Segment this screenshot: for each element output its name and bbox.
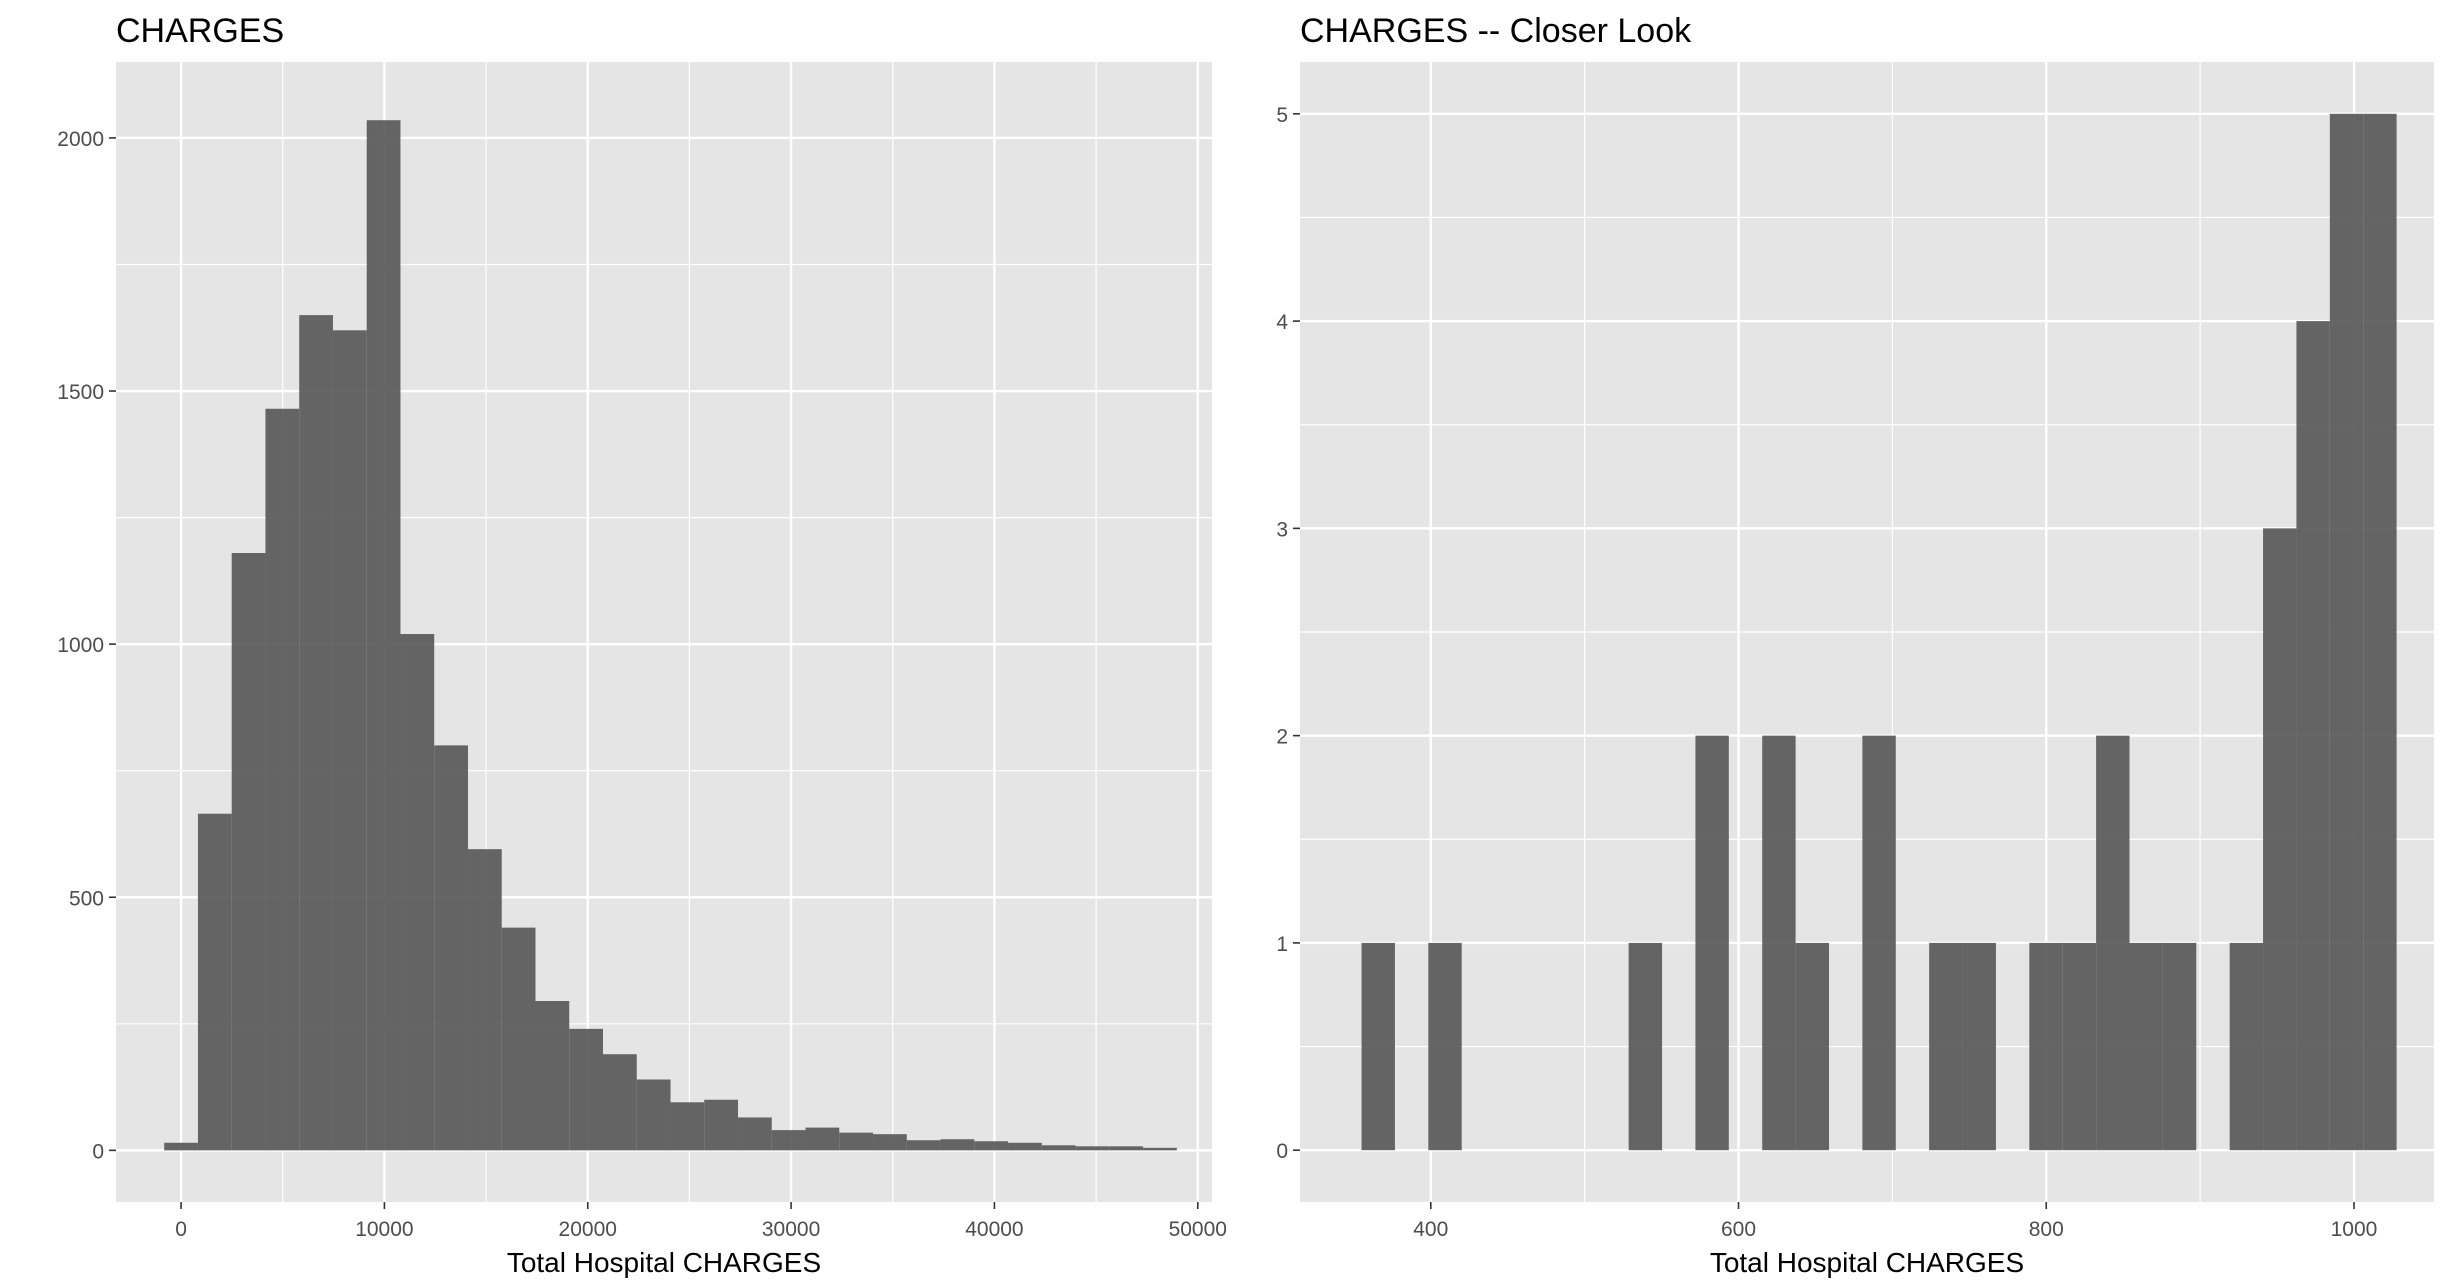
chart2-ytick-label: 0 <box>1276 1140 1288 1163</box>
chart1-histogram-bar <box>1143 1147 1177 1151</box>
chart1-histogram-bar <box>940 1139 975 1151</box>
chart1-histogram-bar <box>299 315 333 1151</box>
chart2-title: CHARGES -- Closer Look <box>1300 12 1692 50</box>
chart2-xtick-label: 1000 <box>2331 1218 2378 1241</box>
chart1-histogram-bar <box>434 745 468 1151</box>
chart2-histogram-bar <box>2162 942 2197 1151</box>
chart2-x-axis-label: Total Hospital CHARGES <box>1710 1247 2024 1278</box>
chart1-histogram-bar <box>265 408 300 1151</box>
chart2-histogram-bar <box>2096 735 2130 1151</box>
chart1-histogram-bar <box>670 1102 705 1151</box>
chart1-x-axis-label: Total Hospital CHARGES <box>507 1247 821 1278</box>
chart2-histogram-bar <box>1795 942 1829 1151</box>
chart1-histogram-bar <box>1109 1146 1144 1151</box>
chart2-histogram-bar <box>2129 942 2163 1151</box>
chart1-histogram-bar <box>839 1132 874 1151</box>
chart2-ytick-label: 4 <box>1276 311 1288 334</box>
chart1-histogram-bar <box>366 120 401 1151</box>
chart2-histogram-bar <box>1361 942 1395 1151</box>
chart1-histogram-bar <box>1008 1142 1042 1151</box>
chart2-histogram-bar <box>1695 735 1729 1151</box>
chart2-histogram-bar <box>2329 113 2364 1151</box>
chart2-ytick-label: 2 <box>1276 726 1288 749</box>
chart1-ytick-label: 1500 <box>57 381 104 404</box>
chart1-histogram-bar <box>873 1134 907 1151</box>
chart1-histogram-bar <box>467 849 502 1151</box>
chart1-histogram-bar <box>197 813 232 1151</box>
chart1-histogram-bar <box>771 1130 806 1151</box>
chart2-histogram-bar <box>2296 321 2330 1151</box>
chart1-ytick-label: 1000 <box>57 634 104 657</box>
chart2-histogram-bar <box>2062 942 2097 1151</box>
chart1-histogram-bar <box>569 1028 603 1151</box>
chart1-histogram-bar <box>1041 1145 1076 1151</box>
chart1-histogram-bar <box>636 1079 671 1151</box>
chart1-ytick-label: 0 <box>92 1140 104 1163</box>
chart1-histogram-bar <box>704 1099 739 1151</box>
chart1-histogram-bar <box>805 1127 840 1151</box>
chart2-histogram-bar <box>1962 942 1996 1151</box>
chart2-ytick-label: 5 <box>1276 104 1288 127</box>
chart1-histogram-bar <box>332 330 367 1151</box>
chart1-histogram-bar <box>974 1141 1009 1151</box>
chart1-xtick-label: 50000 <box>1169 1218 1227 1241</box>
chart1-xtick-label: 40000 <box>965 1218 1023 1241</box>
chart1-histogram-bar <box>738 1117 772 1151</box>
chart1-xtick-label: 10000 <box>355 1218 413 1241</box>
chart1-histogram-bar <box>1075 1146 1110 1151</box>
chart2-group: 0 1 2 3 4 5 400 600 800 1000 Total Hospital CHARGE… <box>1276 12 2434 1278</box>
chart2-histogram-bar <box>1628 942 1663 1151</box>
chart1-histogram-bar <box>602 1054 637 1151</box>
chart1-xtick-label: 0 <box>175 1218 187 1241</box>
chart1-histogram-bar <box>501 927 536 1151</box>
chart2-xtick-label: 400 <box>1413 1218 1448 1241</box>
chart1-histogram-bar <box>400 634 435 1151</box>
chart2-ytick-label: 3 <box>1276 518 1288 541</box>
chart1-histogram-bar <box>535 1001 570 1151</box>
chart2-ytick-label: 1 <box>1276 933 1288 956</box>
chart2-histogram-bar <box>1762 735 1796 1151</box>
chart2-histogram-bar <box>2029 942 2063 1151</box>
chart2-histogram-bar <box>2263 528 2297 1151</box>
chart2-histogram-bar <box>1862 735 1896 1151</box>
chart1-ytick-label: 500 <box>69 887 104 910</box>
chart2-histogram-bar <box>2363 113 2397 1151</box>
chart1-xtick-label: 30000 <box>762 1218 820 1241</box>
chart1-histogram-bar <box>164 1142 198 1151</box>
chart1-histogram-bar <box>231 553 266 1151</box>
chart1-title: CHARGES <box>116 12 284 50</box>
chart2-histogram-bar <box>1929 942 1963 1151</box>
chart2-xtick-label: 600 <box>1721 1218 1756 1241</box>
chart2-histogram-bar <box>1428 942 1462 1151</box>
chart2-xtick-label: 800 <box>2029 1218 2064 1241</box>
chart1-ytick-label: 2000 <box>57 128 104 151</box>
chart1-xtick-label: 20000 <box>559 1218 617 1241</box>
chart1-histogram-bar <box>906 1140 941 1151</box>
chart2-histogram-bar <box>2229 942 2264 1151</box>
